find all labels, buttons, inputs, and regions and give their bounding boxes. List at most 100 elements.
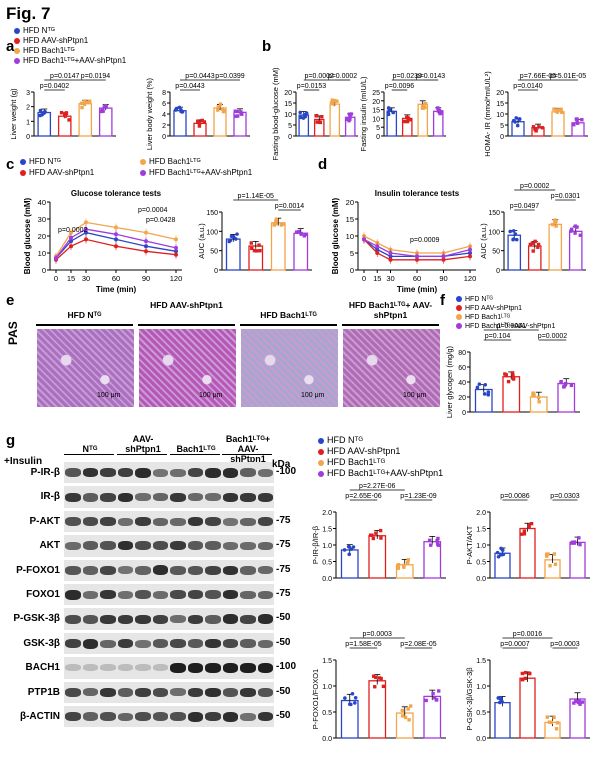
data-point — [424, 698, 428, 703]
y-tick-label: 0.0 — [322, 576, 332, 583]
legend-dot — [20, 169, 26, 176]
x-tick-label: 120 — [170, 274, 183, 283]
data-point — [506, 379, 511, 384]
data-point — [144, 239, 148, 244]
blot-row-label: FOXO1 — [26, 589, 60, 600]
blot-band — [222, 711, 238, 722]
data-point — [405, 119, 410, 124]
panel-label-g: g — [6, 432, 16, 449]
blot-band — [117, 517, 133, 526]
data-point — [477, 382, 482, 386]
blot-band — [240, 541, 256, 550]
data-point — [233, 237, 238, 241]
data-point — [82, 102, 87, 106]
blot-band — [240, 639, 256, 648]
data-point — [544, 552, 549, 556]
x-tick-label: 120 — [464, 274, 477, 283]
blot-band — [117, 664, 133, 672]
data-point — [408, 704, 413, 708]
blot-band — [82, 712, 98, 722]
blot-band — [170, 468, 186, 477]
y-axis-label: P-IR-β/IR-β — [311, 525, 320, 564]
legend-label: HFD Bach1ᴸᵀᴳ — [23, 46, 75, 55]
data-point — [486, 393, 491, 397]
y-axis-label: HOMA- IR (mmol*mIU/L²) — [483, 71, 492, 157]
y-axis-label: AUC (a.u.) — [197, 223, 206, 259]
data-point — [511, 373, 515, 378]
data-point — [536, 242, 541, 247]
data-point — [569, 229, 573, 233]
micrograph-header: HFD Bach1ᴸᵀᴳ+ AAV-shPtpn1 — [348, 300, 433, 320]
data-point — [468, 254, 472, 259]
y-tick-label: 1.5 — [322, 658, 332, 665]
blot-band — [82, 492, 98, 502]
blot-lane-rule — [117, 454, 167, 455]
data-point — [569, 383, 574, 388]
blot-band — [152, 639, 168, 648]
blot-band — [82, 590, 98, 599]
panel-label-e: e — [6, 292, 15, 309]
blot-band — [65, 589, 81, 600]
mw-marker: -75 — [276, 588, 291, 599]
data-point — [435, 542, 440, 546]
p-value-label: p=0.0239 — [393, 73, 422, 80]
data-point — [555, 110, 559, 114]
y-tick-label: 0.0 — [476, 576, 486, 583]
bar — [423, 695, 442, 739]
data-point — [406, 560, 410, 565]
y-tick-label: 1.0 — [322, 684, 332, 691]
data-point — [553, 218, 557, 222]
p-value-label: p=0.0004 — [138, 207, 167, 214]
blot-band — [82, 565, 98, 575]
y-tick-label: 1.0 — [476, 684, 486, 691]
data-point — [578, 233, 582, 237]
y-tick-label: 80 — [458, 350, 466, 357]
data-point — [396, 563, 401, 567]
blot-band — [65, 639, 81, 648]
data-point — [202, 120, 207, 124]
blot-strip — [64, 608, 274, 630]
data-point — [179, 110, 184, 114]
legend-item: HFD Bach1ᴸᵀᴳ+AAV-shPtpn1 — [456, 322, 555, 331]
blot-band — [240, 687, 256, 697]
y-tick-label: 0.0 — [476, 736, 486, 743]
data-point — [406, 707, 410, 711]
data-point — [303, 114, 308, 119]
p-value-label: p=0.0443 — [185, 73, 214, 80]
data-point — [401, 714, 405, 718]
p-value-label: p=5.01E-05 — [550, 73, 586, 80]
data-point — [580, 700, 585, 704]
data-point — [371, 536, 376, 541]
data-point — [249, 241, 253, 245]
data-point — [511, 237, 516, 241]
blot-band — [257, 468, 273, 477]
data-point — [559, 380, 563, 385]
blot-band — [100, 687, 116, 697]
data-point — [531, 391, 535, 395]
blot-band — [257, 687, 273, 697]
bar — [568, 230, 583, 271]
y-tick-label: 6 — [162, 101, 166, 108]
data-point — [575, 225, 579, 229]
bar — [519, 677, 536, 739]
y-tick-label: 15 — [346, 215, 354, 224]
y-axis-label: Liver glycogen (mg/g) — [445, 345, 454, 418]
insulin-label: +Insulin — [4, 456, 43, 467]
y-tick-label: 40 — [38, 198, 46, 207]
data-point — [235, 232, 239, 236]
blot-band — [205, 541, 221, 551]
blot-band — [240, 492, 256, 502]
p-value-label: p=0.0303 — [550, 493, 579, 500]
bar — [225, 238, 241, 271]
legend-item: HFD AAV-shPtpn1 — [456, 304, 555, 313]
bar — [557, 382, 576, 413]
y-tick-label: 0 — [214, 268, 218, 275]
blot-band — [117, 590, 133, 599]
data-point — [402, 119, 407, 124]
data-point — [530, 241, 534, 246]
legend-item: HFD Bach1ᴸᵀᴳ+AAV-shPtpn1 — [140, 167, 280, 178]
y-tick-label: 1.0 — [476, 543, 486, 550]
legend-item: HFD Bach1ᴸᵀᴳ+AAV-shPtpn1 — [14, 56, 126, 66]
data-point — [38, 108, 43, 113]
blot-band — [152, 590, 168, 599]
